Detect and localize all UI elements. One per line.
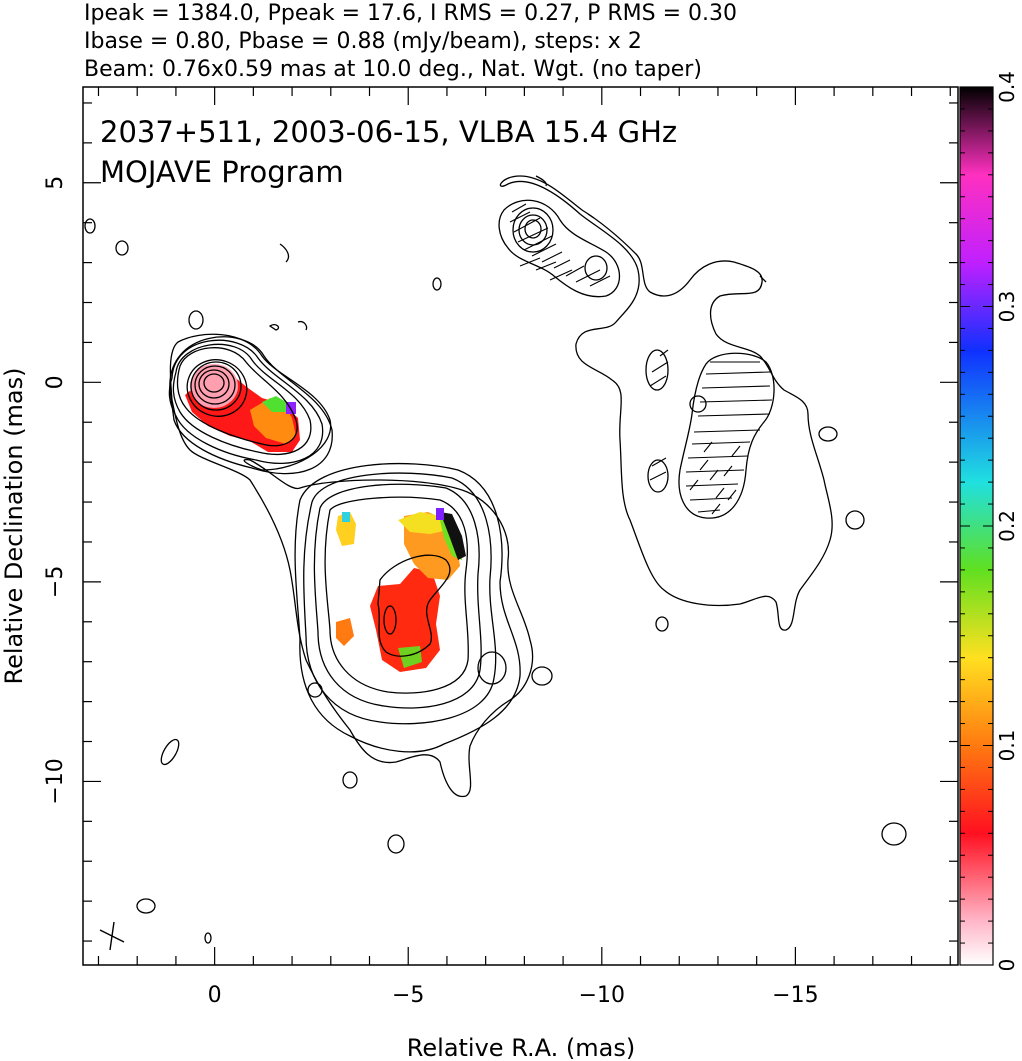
polarization-color-layer [185,364,466,672]
header-line-3: Beam: 0.76x0.59 mas at 10.0 deg., Nat. W… [84,57,702,82]
lobe-contour [524,219,542,239]
colorbar-tick-label: 0 [995,959,1019,972]
lobe-contour [689,395,707,413]
jet-small-patch [336,618,354,646]
colorbar-tick-labels: 0 0.1 0.2 0.3 0.4 [995,71,1019,971]
core-contour [198,369,230,399]
noise-island [307,682,323,698]
jet-inner-contour [383,605,397,635]
plot-subtitle: MOJAVE Program [100,155,344,189]
noise-island [818,426,838,442]
core-contour [194,365,236,405]
noise-island [655,616,669,632]
noise-island [115,240,129,256]
y-axis-label: Relative Declination (mas) [0,367,28,684]
jet-left-patch [336,512,356,546]
core-contour [190,361,242,411]
core-contour [172,343,312,456]
x-tick-label: −15 [772,983,818,1008]
jet-green-lower [398,646,422,668]
y-tick-labels: 5 0 −5 −10 [43,176,68,805]
noise-island [268,324,280,331]
polarization-vectors [509,203,773,515]
x-tick-labels: 0 −5 −10 −15 [208,983,819,1008]
jet-yellow-patch [398,512,448,534]
lobe-contour [759,275,767,283]
jet-contour [324,496,469,694]
noise-island [136,898,156,914]
core-contour [203,373,225,393]
noise-island [204,932,212,944]
y-tick-label: −5 [43,566,68,598]
colorbar-tick-label: 0.1 [995,730,1019,762]
lobe-contour [512,207,554,253]
plot-title: 2037+511, 2003-06-15, VLBA 15.4 GHz [100,115,677,149]
evpa-vector [689,441,741,515]
jet-purple-edge [436,508,444,520]
x-tick-label: 0 [208,983,222,1008]
header-line-1: Ipeak = 1384.0, Ppeak = 17.6, I RMS = 0.… [84,1,737,26]
lobe-contour [498,199,620,298]
header-line-2: Ibase = 0.80, Pbase = 0.88 (mJy/beam), s… [84,29,642,54]
evpa-vector [509,203,773,513]
jet-contour [303,472,497,725]
noise-island [387,834,405,854]
x-tick-label: −10 [579,983,625,1008]
core-contour [169,336,333,475]
jet-black-edge [440,512,466,560]
noise-island [84,218,96,234]
plot-area: 2037+511, 2003-06-15, VLBA 15.4 GHz MOJA… [82,86,959,966]
core-green-patch [262,396,288,412]
lobe-contour [535,175,547,187]
jet-contour-outer [169,333,534,798]
lobe-contour [645,349,669,391]
noise-island [845,510,865,530]
noise-island [160,738,180,766]
jet-contour [313,483,482,709]
noise-island [342,771,358,789]
frame-ticks [83,87,958,965]
noise-island [881,822,907,846]
noise-island [531,666,553,686]
y-tick-label: 0 [43,375,68,389]
jet-contour [294,462,521,753]
jet-cyan-spot [342,512,350,522]
y-tick-label: 5 [43,176,68,190]
colorbar-tick-label: 0.4 [995,71,1019,103]
core-contour [176,347,298,447]
beam-marker [99,921,125,951]
lobe-contour [647,459,669,493]
lobe-contour [584,255,608,281]
colorbar-ticks [960,86,993,966]
noise-island [297,320,308,331]
lobe-contour [499,175,833,631]
jet-red-patch [370,568,440,672]
colorbar-tick-label: 0.2 [995,510,1019,542]
noise-island [477,651,507,685]
y-tick-label: −10 [43,758,68,804]
noise-island [188,310,204,330]
lobe-contour [678,352,775,519]
core-contour [186,359,248,417]
lobe-contour [587,213,595,219]
jet-inner-contour [377,554,451,657]
noise-island [432,277,442,291]
intensity-contours [84,175,907,944]
noise-island [279,243,290,263]
colorbar: 0 0.1 0.2 0.3 0.4 [959,71,1019,971]
plot-frame [82,86,959,966]
x-axis-label: Relative R.A. (mas) [407,1034,635,1061]
colorbar-tick-label: 0.3 [995,291,1019,323]
x-tick-label: −5 [392,983,424,1008]
